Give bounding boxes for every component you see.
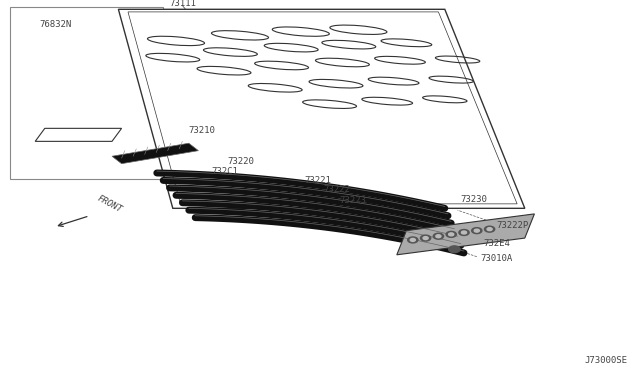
Text: J73000SE: J73000SE (584, 356, 627, 365)
Circle shape (446, 231, 456, 237)
Circle shape (461, 231, 467, 234)
Circle shape (449, 233, 454, 236)
Polygon shape (118, 9, 525, 208)
Circle shape (487, 228, 492, 231)
Circle shape (420, 235, 431, 241)
Bar (10, 7, 163, 179)
Text: 73221: 73221 (304, 176, 331, 185)
Text: 73010A: 73010A (480, 254, 512, 263)
Circle shape (410, 238, 415, 241)
Circle shape (423, 237, 428, 240)
Text: FRONT: FRONT (96, 193, 124, 214)
Circle shape (484, 226, 495, 232)
Circle shape (459, 230, 469, 235)
Text: 73223: 73223 (339, 196, 366, 205)
Circle shape (436, 235, 441, 238)
Polygon shape (112, 143, 198, 164)
Text: 73210: 73210 (189, 126, 216, 135)
Circle shape (474, 229, 479, 232)
Polygon shape (35, 128, 122, 141)
Text: 73111: 73111 (170, 0, 196, 8)
Text: 76832N: 76832N (40, 20, 72, 29)
Polygon shape (397, 214, 534, 255)
Circle shape (472, 228, 482, 234)
Circle shape (449, 246, 460, 253)
Text: 732E4: 732E4 (483, 239, 510, 248)
Text: 73230: 73230 (461, 195, 488, 203)
Text: 73222P: 73222P (496, 221, 528, 230)
Text: 732C1: 732C1 (211, 167, 238, 176)
Circle shape (408, 237, 418, 243)
Text: 73222: 73222 (323, 185, 350, 194)
Circle shape (433, 233, 444, 239)
Text: 73220: 73220 (227, 157, 254, 166)
